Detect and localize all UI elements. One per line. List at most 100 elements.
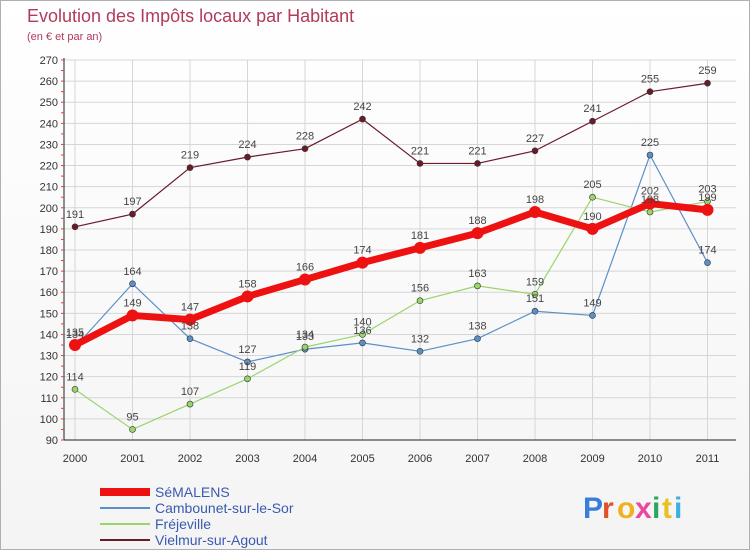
y-tick-label: 220: [40, 161, 58, 173]
data-point: [129, 210, 136, 218]
data-label: 219: [181, 150, 199, 162]
x-tick-label: 2006: [408, 453, 432, 465]
y-tick-label: 170: [40, 266, 58, 278]
logo-letter: i: [674, 492, 682, 525]
data-label: 241: [583, 103, 601, 115]
data-label: 181: [411, 230, 429, 242]
logo-letter: x: [635, 492, 652, 525]
data-label: 119: [239, 361, 257, 373]
data-point: [531, 307, 539, 315]
y-tick-label: 180: [40, 245, 58, 257]
data-label: 132: [411, 333, 429, 345]
data-label: 95: [126, 411, 138, 423]
y-tick-label: 90: [46, 435, 58, 447]
data-label: 164: [123, 266, 141, 278]
data-point: [299, 273, 311, 286]
data-label: 174: [353, 245, 371, 257]
x-tick-label: 2009: [580, 453, 604, 465]
data-label: 140: [353, 316, 371, 328]
data-label: 259: [698, 65, 716, 77]
legend-label: SéMALENS: [155, 484, 230, 500]
data-point: [186, 335, 194, 342]
data-label: 205: [583, 179, 601, 191]
logo-letter: t: [662, 492, 672, 525]
data-label: 255: [641, 74, 659, 86]
x-tick-label: 2007: [465, 453, 489, 465]
data-point: [529, 206, 541, 218]
data-label: 147: [181, 302, 199, 314]
x-tick-label: 2010: [638, 453, 662, 465]
x-tick-label: 2011: [696, 453, 720, 465]
data-point: [244, 358, 251, 366]
data-label: 198: [526, 194, 544, 206]
data-point: [301, 343, 309, 351]
data-point: [129, 426, 136, 433]
data-label: 135: [66, 327, 84, 339]
data-point: [586, 222, 599, 235]
data-label: 149: [123, 297, 141, 309]
data-label: 199: [698, 192, 716, 204]
data-point: [71, 386, 79, 393]
data-point: [359, 331, 366, 338]
data-point: [416, 297, 424, 304]
y-tick-label: 130: [40, 351, 58, 363]
data-point: [359, 339, 366, 347]
legend-label: Vielmur-sur-Agout: [155, 532, 268, 548]
data-point: [186, 164, 194, 171]
data-label: 242: [353, 101, 371, 113]
data-label: 159: [526, 276, 544, 288]
data-label: 166: [296, 262, 314, 274]
data-point: [474, 160, 481, 167]
y-tick-label: 190: [40, 224, 58, 236]
data-label: 151: [526, 293, 544, 305]
x-tick-label: 2002: [178, 453, 202, 465]
logo-letter: i: [652, 492, 660, 525]
data-label: 136: [353, 325, 371, 337]
x-tick-label: 2001: [120, 453, 144, 465]
data-label: 221: [468, 145, 486, 157]
data-point: [644, 197, 656, 210]
x-tick-label: 2005: [350, 453, 374, 465]
data-label: 191: [66, 209, 84, 221]
y-tick-label: 260: [40, 76, 58, 88]
y-tick-label: 150: [40, 308, 58, 320]
data-label: 225: [641, 137, 659, 149]
data-label: 107: [181, 386, 199, 398]
data-label: 134: [296, 329, 314, 341]
data-point: [244, 375, 251, 383]
data-label: 224: [238, 139, 256, 151]
data-label: 197: [123, 196, 141, 208]
series-line-1: [74, 154, 709, 363]
data-point: [646, 151, 654, 159]
data-point: [704, 79, 711, 87]
data-label: 174: [698, 245, 716, 257]
data-label: 203: [698, 183, 716, 195]
data-label: 133: [296, 331, 314, 343]
data-point: [471, 227, 484, 240]
data-point: [646, 88, 654, 95]
logo-letter: P: [583, 492, 603, 525]
data-label: 134: [66, 329, 84, 341]
logo-letter: o: [617, 492, 635, 525]
data-label: 228: [296, 131, 314, 143]
data-point: [186, 400, 194, 408]
data-point: [244, 153, 251, 161]
data-point: [416, 348, 424, 355]
y-tick-label: 230: [40, 139, 58, 151]
data-point: [416, 160, 424, 167]
data-point: [589, 312, 596, 319]
data-point: [184, 313, 196, 326]
logo-letter: r: [602, 492, 614, 525]
data-point: [359, 115, 366, 123]
x-tick-label: 2003: [235, 453, 259, 465]
data-label: 202: [641, 186, 659, 198]
data-point: [589, 193, 596, 201]
legend-label: Cambounet-sur-le-Sor: [155, 500, 294, 516]
y-tick-label: 250: [40, 97, 58, 109]
y-tick-label: 210: [40, 182, 58, 194]
data-point: [301, 145, 309, 152]
data-label: 158: [238, 278, 256, 290]
data-label: 221: [411, 145, 429, 157]
data-point: [69, 339, 81, 351]
